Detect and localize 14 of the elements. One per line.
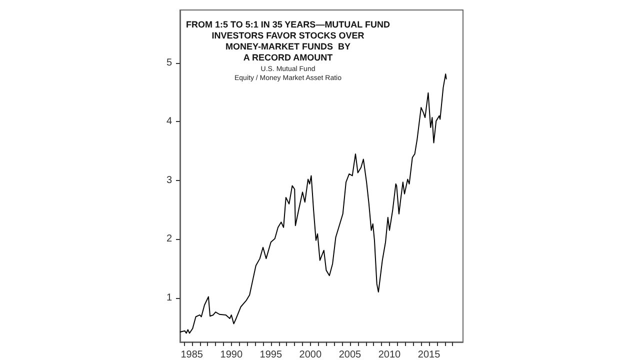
x-tick-label: 2000: [299, 350, 322, 360]
x-tick-label: 2010: [378, 350, 402, 360]
y-tick-label: 1: [166, 292, 172, 304]
x-tick-label: 1995: [260, 350, 282, 360]
x-tick-label: 1985: [180, 350, 204, 360]
y-tick-label: 2: [166, 234, 172, 245]
y-tick-label: 5: [166, 57, 172, 68]
line-series: [180, 74, 447, 334]
text: FROM 1:5 TO 5:1 IN 35 YEARS—MUTUAL FUND INVESTORS FAVOR STOCKS OVER MONEY-MARKET FUNDS BY A RECORD AMOUNT: [186, 20, 391, 62]
y-tick-label: 4: [166, 116, 172, 128]
x-tick-label: 2015: [418, 350, 441, 360]
y-tick-label: 3: [166, 174, 172, 186]
x-tick-label: 1990: [220, 350, 243, 360]
x-tick-label: 2005: [338, 350, 362, 360]
